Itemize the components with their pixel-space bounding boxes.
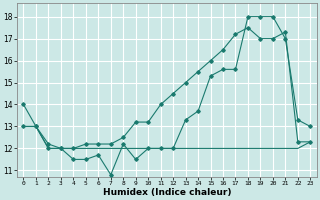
X-axis label: Humidex (Indice chaleur): Humidex (Indice chaleur) (103, 188, 231, 197)
